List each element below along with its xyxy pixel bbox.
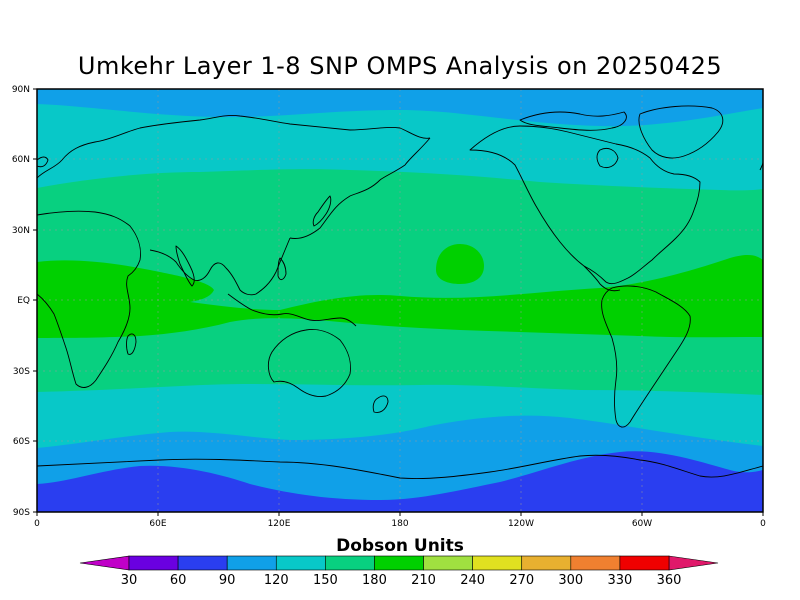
x-tick-label: 120W [508,519,534,529]
coast-madagascar [126,333,137,355]
colorbar-level-label: 30 [121,573,138,588]
colorbar-level-label: 120 [264,573,289,588]
coast-indonesia [227,293,357,327]
colorbar-swatch [423,555,473,571]
y-tick-label: 60N [12,155,30,165]
y-tick-label: 30S [13,367,30,377]
x-tick-label: 60W [632,519,652,529]
colorbar-level-label: 90 [219,573,236,588]
coast-japan [312,195,332,227]
x-tick-label: 0 [34,519,40,529]
colorbar-level-label: 300 [558,573,583,588]
y-tick-label: 60S [13,437,30,447]
colorbar-title: Dobson Units [336,536,464,556]
colorbar-level-label: 240 [460,573,485,588]
gridlines [37,89,763,512]
colorbar-swatch [275,555,326,571]
colorbar-level-label: 360 [657,573,682,588]
y-tick-label: 90S [13,508,30,518]
colorbar-swatch [521,555,572,571]
colorbar-swatch [472,555,523,571]
coast-south-america [601,285,691,428]
colorbar-level-label: 180 [362,573,387,588]
coast-india [175,245,195,287]
coast-arctic-islands [519,111,627,131]
colorbar-swatch [177,555,228,571]
x-tick-label: 180 [391,519,408,529]
y-tick-label: 30N [12,226,30,236]
coast-australia [267,329,351,397]
coast-central-america [583,265,621,292]
colorbar-swatch [128,555,179,571]
colorbar-end-high [668,555,719,571]
colorbar-swatch [226,555,277,571]
colorbar-level-label: 330 [607,573,632,588]
field-tropics-bump [436,244,484,284]
y-tick-label: 90N [12,85,30,95]
colorbar-swatch [570,555,621,571]
x-tick-label: 0 [760,519,766,529]
coast-antarctica [36,454,764,479]
colorbar-swatch [619,555,670,571]
field-antarctic [37,451,763,512]
colorbar-level-label: 210 [411,573,436,588]
colorbar-level-label: 60 [170,573,187,588]
coast-north-america [469,125,701,285]
x-tick-label: 60E [149,519,166,529]
coast-eurasia [36,115,431,296]
map-title: Umkehr Layer 1-8 SNP OMPS Analysis on 20… [77,52,723,80]
colorbar-end-low [79,555,130,571]
colorbar: 30 60 90 120 150 180 210 240 270 300 330 360 [79,555,719,588]
x-axis: 0 60E 120E 180 120W 60W 0 [34,512,766,529]
x-tick-label: 120E [268,519,291,529]
colorbar-level-label: 270 [509,573,534,588]
coast-philippines [277,257,287,281]
coast-greenland [638,105,724,159]
colorbar-swatch [325,555,375,571]
ozone-field [37,89,763,512]
field-tropics [37,254,763,338]
colorbar-swatch [374,555,424,571]
colorbar-level-label: 150 [313,573,338,588]
coast-africa [36,210,141,388]
y-tick-label: EQ [17,296,30,306]
coast-newzealand [372,395,389,413]
coast-hudson-bay [596,147,619,169]
y-axis: 90N 60N 30N EQ 30S 60S 90S [12,85,37,518]
